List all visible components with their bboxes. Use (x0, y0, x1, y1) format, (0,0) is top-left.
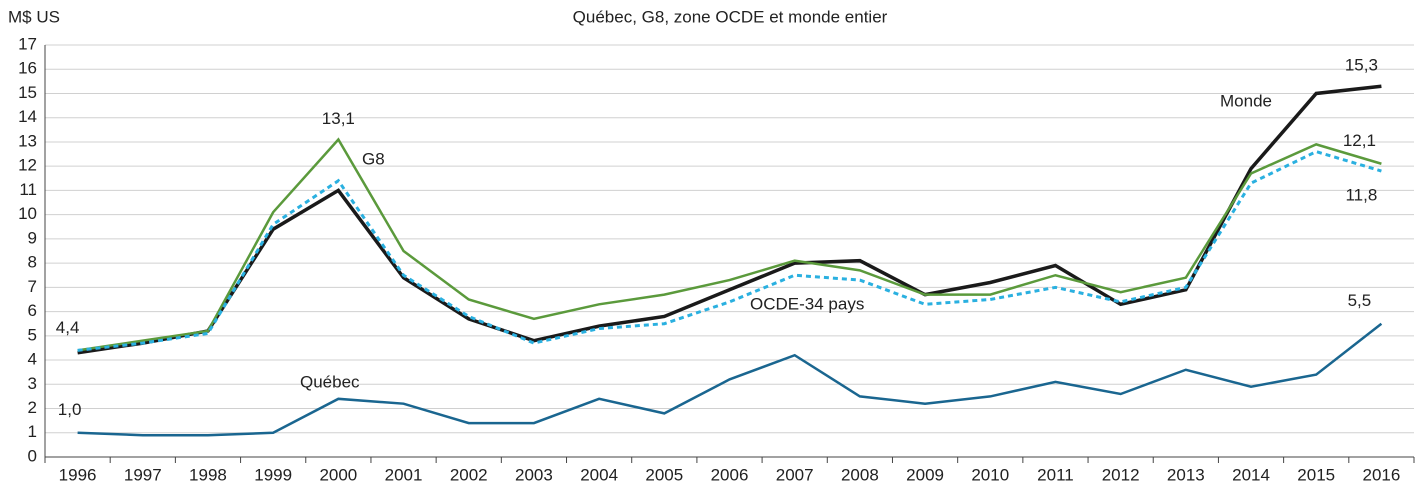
y-tick-label: 6 (28, 301, 37, 320)
x-tick-label: 2015 (1297, 465, 1335, 484)
y-tick-label: 3 (28, 374, 37, 393)
y-axis-label: M$ US (8, 7, 60, 26)
x-tick-label: 1998 (189, 465, 227, 484)
x-tick-label: 2004 (580, 465, 618, 484)
y-tick-label: 8 (28, 253, 37, 272)
y-tick-label: 2 (28, 398, 37, 417)
x-tick-label: 2003 (515, 465, 553, 484)
y-tick-label: 4 (28, 350, 37, 369)
y-tick-label: 9 (28, 228, 37, 247)
series-label: Québec (300, 372, 360, 391)
series-line (77, 137, 1382, 352)
series-line (77, 84, 1382, 355)
y-tick-label: 17 (18, 34, 37, 53)
y-tick-label: 11 (19, 180, 37, 199)
y-tick-label: 16 (18, 59, 37, 78)
value-label: 5,5 (1348, 291, 1372, 310)
x-tick-label: 2012 (1102, 465, 1140, 484)
series-line (77, 150, 1382, 352)
x-tick-label: 2011 (1037, 465, 1074, 484)
y-tick-label: 7 (28, 277, 37, 296)
x-tick-label: 1997 (124, 465, 162, 484)
value-label: 1,0 (58, 400, 82, 419)
x-tick-label: 2007 (776, 465, 814, 484)
x-tick-label: 1996 (59, 465, 97, 484)
x-tick-label: 2016 (1362, 465, 1400, 484)
chart-title: Québec, G8, zone OCDE et monde entier (573, 7, 888, 26)
y-tick-label: 10 (18, 204, 37, 223)
series-line (77, 322, 1383, 437)
x-tick-label: 2009 (906, 465, 944, 484)
value-label: 4,4 (56, 318, 80, 337)
y-tick-label: 13 (18, 131, 37, 150)
series-label: OCDE-34 pays (750, 294, 864, 313)
x-tick-label: 2000 (319, 465, 357, 484)
x-tick-label: 2001 (385, 465, 423, 484)
y-tick-label: 15 (18, 83, 37, 102)
x-tick-label: 2014 (1232, 465, 1270, 484)
x-tick-label: 2005 (645, 465, 683, 484)
x-tick-label: 2006 (711, 465, 749, 484)
y-tick-label: 14 (18, 107, 37, 126)
x-tick-label: 2008 (841, 465, 879, 484)
x-tick-label: 2002 (450, 465, 488, 484)
value-label: 11,8 (1345, 186, 1377, 205)
series-label: G8 (362, 149, 385, 168)
x-tick-label: 2013 (1167, 465, 1205, 484)
y-tick-label: 0 (28, 446, 37, 465)
value-label: 12,1 (1343, 131, 1376, 150)
x-tick-label: 1999 (254, 465, 292, 484)
series-label: Monde (1220, 91, 1272, 110)
x-tick-label: 2010 (971, 465, 1009, 484)
y-tick-label: 1 (28, 422, 37, 441)
value-label: 13,1 (322, 109, 355, 128)
y-tick-label: 12 (18, 156, 37, 175)
y-tick-label: 5 (28, 325, 37, 344)
value-label: 15,3 (1345, 56, 1378, 75)
